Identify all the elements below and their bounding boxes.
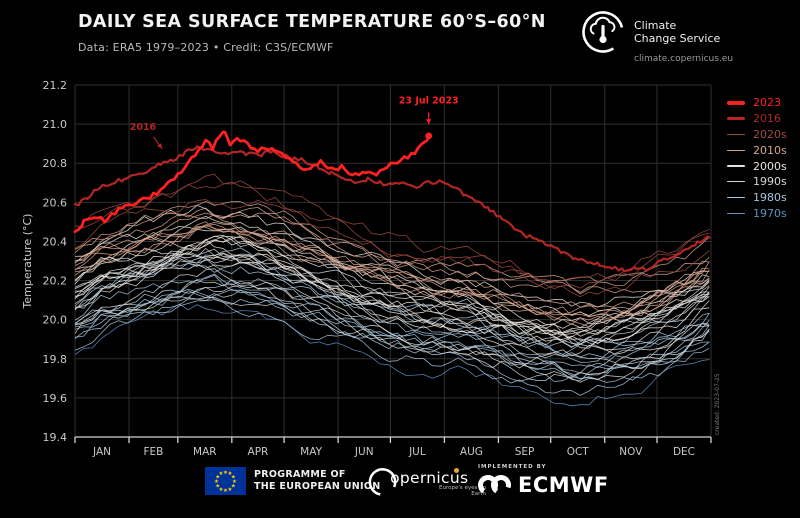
copernicus-logo: opernicus Europe's eyes on Earth (366, 461, 486, 501)
svg-text:20.0: 20.0 (43, 314, 68, 327)
copernicus-crescent-icon (368, 468, 397, 496)
svg-text:Temperature (°C): Temperature (°C) (21, 214, 34, 310)
legend-swatch (727, 117, 745, 121)
legend-item-2000s: 2000s (727, 158, 787, 174)
legend-label: 1970s (753, 206, 787, 220)
svg-text:23 Jul 2023: 23 Jul 2023 (399, 96, 459, 107)
watermark: created: 2023-07-25 (714, 373, 721, 435)
svg-text:★: ★ (219, 471, 224, 477)
svg-text:★: ★ (214, 479, 219, 485)
svg-text:★: ★ (215, 475, 220, 481)
svg-text:20.4: 20.4 (43, 235, 68, 248)
svg-text:19.6: 19.6 (43, 392, 68, 405)
svg-text:19.4: 19.4 (43, 431, 68, 444)
svg-text:19.8: 19.8 (43, 353, 68, 366)
svg-text:★: ★ (231, 484, 236, 490)
svg-text:★: ★ (228, 471, 233, 477)
copernicus-wordmark: opernicus (390, 468, 469, 487)
svg-text:SEP: SEP (515, 446, 535, 458)
header: DAILY SEA SURFACE TEMPERATURE 60°S–60°N … (78, 12, 546, 54)
ecmwf-logo: IMPLEMENTED BY ECMWF (478, 464, 609, 497)
svg-text:★: ★ (232, 479, 237, 485)
legend-label: 1990s (753, 175, 787, 189)
eu-programme-label: PROGRAMME OF THE EUROPEAN UNION (254, 469, 381, 492)
legend-label: 1980s (753, 191, 787, 205)
c3s-name-line2: Change Service (634, 32, 721, 45)
svg-text:★: ★ (223, 488, 228, 494)
legend-label: 2020s (753, 127, 787, 141)
svg-text:NOV: NOV (619, 446, 643, 458)
svg-text:JAN: JAN (92, 446, 111, 458)
legend-item-2010s: 2010s (727, 142, 787, 158)
svg-text:21.2: 21.2 (43, 79, 68, 92)
legend-item-1980s: 1980s (727, 190, 787, 206)
svg-text:★: ★ (219, 487, 224, 493)
legend-item-2020s: 2020s (727, 127, 787, 143)
svg-text:★: ★ (215, 484, 220, 490)
legend-swatch (727, 197, 745, 199)
chart-legend: 2023 2016 2020s 2010s 2000s 1990s 1980s 1970s (727, 95, 787, 221)
legend-swatch (727, 212, 745, 215)
cloud-icon (589, 16, 616, 35)
svg-text:FEB: FEB (143, 446, 163, 458)
c3s-name-line1: Climate (634, 19, 677, 32)
legend-label: 2000s (753, 159, 787, 173)
legend-swatch (727, 181, 745, 183)
ecmwf-wordmark: ECMWF (518, 473, 609, 497)
svg-text:20.8: 20.8 (43, 157, 68, 170)
legend-label: 2010s (753, 143, 787, 157)
legend-swatch (727, 165, 745, 167)
svg-text:20.2: 20.2 (43, 275, 68, 288)
chart-subtitle: Data: ERA5 1979–2023 • Credit: C3S/ECMWF (78, 41, 334, 54)
legend-item-1970s: 1970s (727, 206, 787, 222)
legend-label: 2016 (753, 112, 781, 126)
svg-text:21.0: 21.0 (43, 118, 68, 131)
footer: ★ ★ ★ ★ ★ ★ ★ ★ ★ ★ ★ ★ PROGRAMME OF THE EUROPEAN U… (0, 458, 800, 518)
legend-swatch (727, 133, 745, 136)
svg-text:2016: 2016 (130, 122, 157, 133)
ecmwf-logo-icon (478, 475, 511, 495)
copernicus-tagline: Europe's eyes on Earth (439, 485, 486, 497)
legend-item-2016: 2016 (727, 111, 787, 127)
legend-label: 2023 (753, 96, 781, 110)
svg-text:AUG: AUG (460, 446, 483, 458)
eu-flag-icon: ★ ★★★★★★★★★★★ (205, 467, 246, 495)
copernicus-sun-dot (454, 468, 459, 473)
svg-text:OCT: OCT (567, 446, 590, 458)
c3s-crescent-icon (582, 11, 624, 53)
svg-text:★: ★ (223, 470, 228, 476)
c3s-url: climate.copernicus.eu (634, 54, 734, 64)
chart-title: DAILY SEA SURFACE TEMPERATURE 60°S–60°N (78, 12, 546, 32)
legend-item-1990s: 1990s (727, 174, 787, 190)
svg-text:★: ★ (231, 475, 236, 481)
c3s-logo: Climate Change Service climate.copernicu… (580, 9, 733, 64)
svg-text:★: ★ (228, 487, 233, 493)
svg-text:MAR: MAR (193, 446, 217, 458)
legend-swatch (727, 100, 745, 105)
svg-text:MAY: MAY (300, 446, 322, 458)
legend-swatch (727, 149, 745, 151)
svg-text:JUN: JUN (354, 446, 374, 458)
svg-text:20.6: 20.6 (43, 196, 68, 209)
svg-text:APR: APR (248, 446, 269, 458)
svg-text:JUL: JUL (408, 446, 426, 458)
svg-text:DEC: DEC (673, 446, 695, 458)
legend-item-2023: 2023 (727, 95, 787, 111)
implemented-by-label: IMPLEMENTED BY (478, 464, 547, 470)
